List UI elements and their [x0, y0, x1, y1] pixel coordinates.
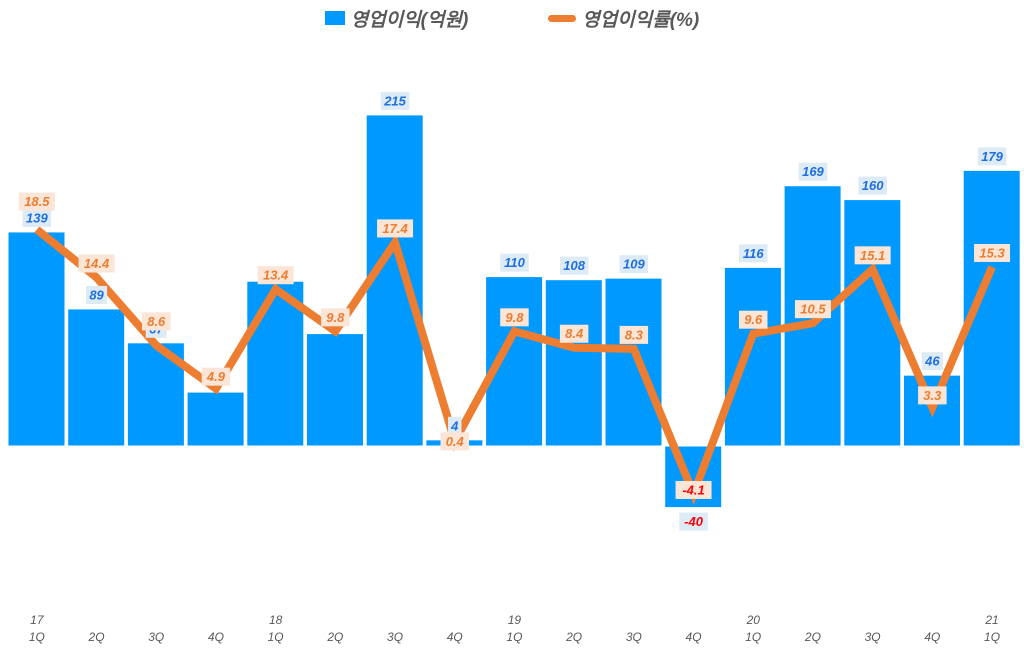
svg-text:-40: -40: [684, 514, 704, 529]
x-axis: 17 1Q 2Q 3Q 4Q 18 1Q 2Q 3Q 4Q 19 1Q 2Q 3Q 4Q 2…: [0, 612, 1024, 648]
bar-value-label: 179: [977, 147, 1007, 166]
x-tick-label: 17 1Q: [28, 613, 45, 644]
svg-text:169: 169: [802, 164, 824, 179]
legend-item-operating-margin: 영업이익률(%): [548, 5, 699, 32]
svg-text:8.6: 8.6: [147, 314, 166, 329]
margin-value-label: 9.8: [321, 308, 350, 327]
bar: [186, 391, 245, 447]
bar-swatch-icon: [324, 11, 345, 25]
x-tick-label: 4Q: [924, 630, 941, 644]
margin-value-label: 15.1: [854, 246, 891, 265]
x-tick-label: 3Q: [387, 630, 404, 644]
margin-value-label: 8.6: [142, 312, 171, 331]
bar-value-label: 160: [858, 176, 887, 195]
x-tick-label: 18 1Q: [267, 613, 284, 644]
x-tick-label: 3Q: [148, 630, 165, 644]
svg-text:17.4: 17.4: [382, 221, 408, 236]
legend-item-operating-profit: 영업이익(억원): [324, 5, 469, 32]
legend-label-line: 영업이익률(%): [582, 9, 700, 31]
svg-text:13.4: 13.4: [263, 268, 289, 283]
bar-value-label: 215: [380, 91, 410, 110]
x-tick-label: 2Q: [804, 630, 821, 644]
margin-value-label: 0.4: [440, 432, 469, 451]
svg-text:215: 215: [383, 93, 406, 108]
svg-text:15.3: 15.3: [979, 245, 1005, 260]
x-tick-label: 3Q: [625, 630, 642, 644]
chart-legend: 영업이익(억원) 영업이익률(%): [0, 4, 1024, 32]
bar: [67, 308, 126, 447]
x-tick-label: 4Q: [207, 630, 224, 644]
margin-value-label: 10.5: [794, 300, 831, 319]
margin-value-label: 14.4: [78, 254, 115, 273]
svg-text:9.8: 9.8: [505, 310, 524, 325]
svg-text:109: 109: [623, 257, 645, 272]
margin-value-label: 18.5: [18, 192, 55, 211]
svg-text:18.5: 18.5: [24, 194, 50, 209]
margin-value-label: 9.6: [739, 310, 768, 329]
x-tick-label: 2Q: [327, 630, 344, 644]
margin-value-label: 17.4: [377, 219, 414, 238]
margin-value-label: 3.3: [918, 386, 947, 405]
svg-text:0.4: 0.4: [446, 434, 465, 449]
x-tick-label: 19 1Q: [506, 613, 523, 644]
legend-label-bar: 영업이익(억원): [350, 9, 469, 31]
x-tick-label: 4Q: [446, 630, 463, 644]
bar-value-label: 116: [739, 244, 768, 263]
bar-value-label: -40: [679, 512, 708, 531]
x-tick-label: 21 1Q: [984, 613, 1001, 644]
bar-value-label: 109: [619, 255, 649, 274]
bar-value-label: 89: [86, 285, 108, 304]
bar: [306, 333, 364, 447]
svg-text:179: 179: [981, 149, 1003, 164]
margin-value-label: 8.3: [619, 325, 649, 344]
margin-value-label: 15.3: [974, 243, 1011, 262]
svg-text:46: 46: [924, 354, 940, 369]
svg-text:139: 139: [26, 210, 48, 225]
margin-line: [34, 226, 996, 505]
bar-value-label: 139: [22, 208, 52, 227]
bar-value-label: 46: [921, 352, 943, 371]
svg-text:9.8: 9.8: [326, 310, 345, 325]
bar: [843, 199, 902, 447]
bar: [365, 114, 424, 447]
margin-value-label: 8.4: [559, 324, 589, 343]
bar-value-label: 110: [500, 253, 529, 272]
x-tick-label: 20 1Q: [745, 613, 762, 644]
bar-value-label: 169: [798, 162, 828, 181]
svg-text:10.5: 10.5: [800, 302, 826, 317]
bar: [544, 279, 603, 447]
bar: [723, 266, 782, 447]
margin-value-label: -4.1: [675, 480, 712, 499]
svg-text:-4.1: -4.1: [682, 482, 704, 497]
svg-text:4.9: 4.9: [206, 369, 226, 384]
svg-text:8.3: 8.3: [625, 327, 644, 342]
bar: [7, 231, 66, 447]
svg-text:14.4: 14.4: [84, 256, 110, 271]
bar-value-label: 4: [448, 416, 462, 435]
bar: [604, 277, 663, 447]
bar-value-label: 108: [559, 256, 589, 275]
svg-text:89: 89: [89, 287, 104, 302]
margin-value-label: 13.4: [257, 266, 294, 285]
svg-text:108: 108: [563, 258, 585, 273]
svg-text:4: 4: [450, 418, 459, 433]
x-tick-label: 4Q: [685, 630, 702, 644]
margin-value-label: 9.8: [500, 308, 529, 327]
line-swatch-icon: [548, 14, 577, 22]
svg-text:3.3: 3.3: [923, 388, 942, 403]
svg-text:15.1: 15.1: [860, 248, 885, 263]
x-tick-label: 2Q: [88, 630, 105, 644]
svg-text:160: 160: [862, 178, 884, 193]
svg-text:9.6: 9.6: [744, 312, 763, 327]
svg-text:116: 116: [743, 246, 764, 261]
x-tick-label: 3Q: [864, 630, 881, 644]
svg-text:8.4: 8.4: [565, 326, 584, 341]
margin-value-label: 4.9: [201, 367, 231, 386]
x-tick-label: 2Q: [566, 630, 583, 644]
svg-text:110: 110: [504, 255, 525, 270]
